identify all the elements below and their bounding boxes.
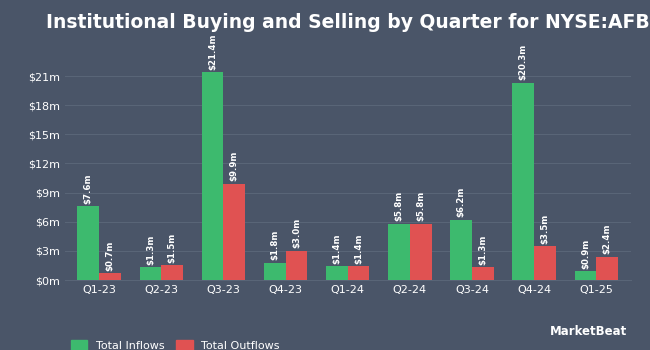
Bar xyxy=(348,266,369,280)
Text: $3.0m: $3.0m xyxy=(292,218,301,248)
Bar xyxy=(161,265,183,280)
Bar xyxy=(99,273,121,280)
Text: MarketBeat: MarketBeat xyxy=(550,325,627,338)
Bar xyxy=(596,257,618,280)
Legend: Total Inflows, Total Outflows: Total Inflows, Total Outflows xyxy=(71,340,280,350)
Bar xyxy=(202,72,224,280)
Text: $20.3m: $20.3m xyxy=(519,44,528,80)
Text: $1.3m: $1.3m xyxy=(478,234,488,265)
Bar xyxy=(512,83,534,280)
Bar xyxy=(224,184,245,280)
Text: $1.5m: $1.5m xyxy=(168,233,177,263)
Text: $3.5m: $3.5m xyxy=(541,213,549,244)
Text: $5.8m: $5.8m xyxy=(416,191,425,221)
Bar xyxy=(285,251,307,280)
Bar xyxy=(410,224,432,280)
Text: $21.4m: $21.4m xyxy=(208,33,217,70)
Text: $1.3m: $1.3m xyxy=(146,234,155,265)
Bar xyxy=(326,266,348,280)
Bar xyxy=(140,267,161,280)
Text: $0.7m: $0.7m xyxy=(105,240,114,271)
Text: $1.4m: $1.4m xyxy=(332,233,341,264)
Bar xyxy=(450,220,472,280)
Text: $2.4m: $2.4m xyxy=(603,224,612,254)
Bar xyxy=(472,267,494,280)
Text: $7.6m: $7.6m xyxy=(84,173,93,204)
Text: $0.9m: $0.9m xyxy=(581,239,590,269)
Title: Institutional Buying and Selling by Quarter for NYSE:AFB: Institutional Buying and Selling by Quar… xyxy=(46,13,649,32)
Text: $6.2m: $6.2m xyxy=(457,187,465,217)
Text: $9.9m: $9.9m xyxy=(230,151,239,181)
Text: $5.8m: $5.8m xyxy=(395,191,404,221)
Text: $1.4m: $1.4m xyxy=(354,233,363,264)
Bar xyxy=(77,206,99,280)
Bar xyxy=(388,224,410,280)
Bar xyxy=(575,271,596,280)
Bar xyxy=(264,262,285,280)
Bar xyxy=(534,246,556,280)
Text: $1.8m: $1.8m xyxy=(270,230,280,260)
